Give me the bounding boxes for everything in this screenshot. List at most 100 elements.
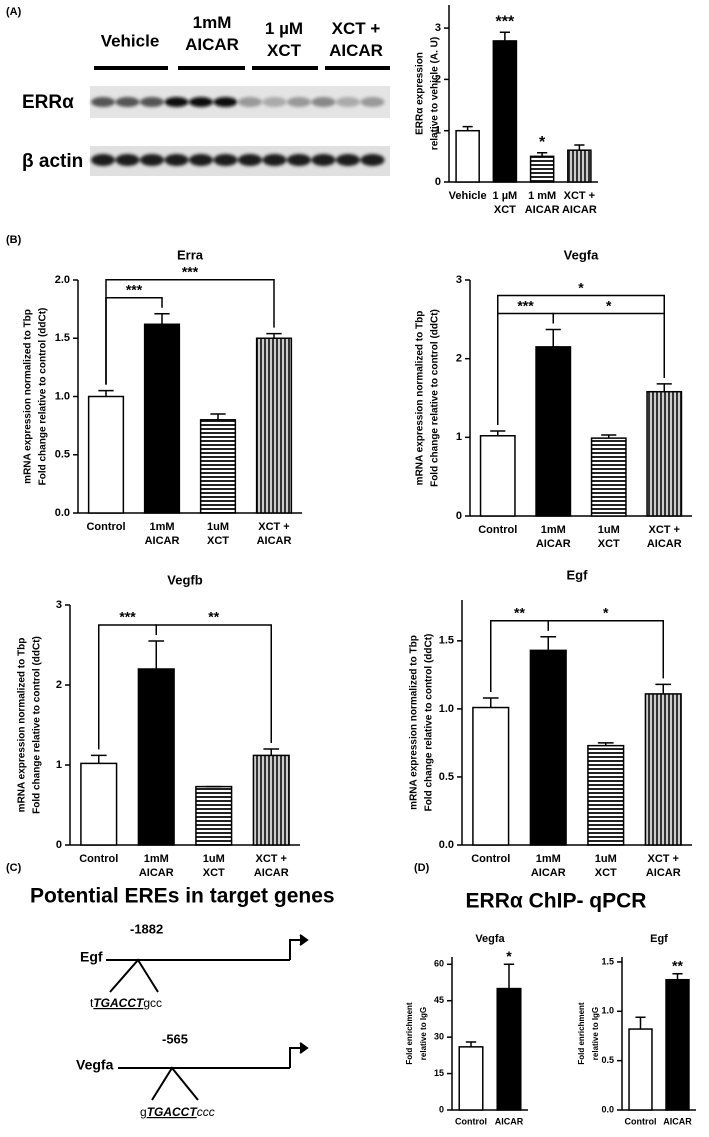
- bar: [255, 337, 293, 514]
- y-tick-label: 1.5: [601, 956, 614, 966]
- x-tick-label: AICAR: [663, 1116, 692, 1126]
- y-tick-label: 1: [56, 759, 62, 771]
- blot-band: [115, 97, 140, 107]
- bar: [644, 693, 682, 846]
- error-bar: [574, 144, 585, 151]
- bar: [628, 1028, 653, 1111]
- y-axis-label: mRNA expression normalized to Tbp: [23, 309, 34, 484]
- blot-band: [262, 97, 287, 107]
- bar: [587, 744, 625, 846]
- y-tick-label: 0.0: [439, 839, 454, 851]
- y-tick-label: 1: [435, 125, 441, 137]
- error-bar: [655, 683, 672, 694]
- blot-band: [287, 154, 311, 166]
- y-tick-label: 0.0: [55, 507, 70, 519]
- bracket: [155, 624, 272, 743]
- error-bar: [672, 973, 683, 980]
- x-tick-label: 1uM XCT: [598, 524, 620, 550]
- gene-name: Vegfa: [76, 1057, 114, 1073]
- bar: [143, 323, 181, 514]
- significance: **: [208, 609, 219, 625]
- blot-band: [91, 97, 115, 107]
- error-bar: [499, 31, 510, 41]
- y-tick-label: 1.5: [439, 635, 454, 647]
- y-tick-label: 45: [434, 995, 444, 1005]
- bar: [567, 149, 592, 183]
- y-tick-label: 0: [435, 176, 441, 188]
- blot-band: [164, 154, 189, 166]
- x-tick-label: Control: [455, 1116, 487, 1126]
- significance: **: [672, 957, 683, 973]
- chip-title: ERRα ChIP- qPCR: [466, 890, 647, 913]
- error-bar: [656, 383, 672, 392]
- bar: [458, 1046, 484, 1111]
- error-bar: [465, 1041, 477, 1047]
- y-axis-label: Fold enrichment: [577, 1002, 586, 1065]
- blot-band: [91, 154, 115, 166]
- y-tick-label: 1.0: [55, 390, 70, 402]
- x-tick-label: XCT + AICAR: [254, 853, 289, 879]
- ere-sequence: tTGACCTgcc: [90, 996, 162, 1010]
- blot-band: [115, 154, 140, 166]
- error-bar: [490, 430, 506, 436]
- x-tick-label: 1uM XCT: [203, 853, 225, 879]
- y-axis-label: Fold change relative to control (ddCt): [430, 309, 441, 487]
- y-axis-label: mRNA expression normalized to Tbp: [17, 638, 28, 813]
- error-bar: [545, 328, 561, 347]
- y-tick-label: 1: [456, 431, 462, 443]
- error-bar: [210, 413, 226, 420]
- x-tick-label: 1 µM XCT: [493, 190, 518, 216]
- x-tick-label: Control: [478, 524, 517, 536]
- chart-title: Vegfa: [475, 933, 505, 945]
- panel-label: (D): [414, 862, 430, 874]
- x-tick-label: XCT + AICAR: [646, 853, 681, 879]
- bar: [80, 762, 118, 846]
- error-bar: [482, 697, 499, 708]
- bracket: [105, 279, 275, 385]
- bar: [472, 706, 510, 846]
- error-bar: [540, 636, 557, 651]
- diagram-title: Potential EREs in target genes: [30, 885, 335, 908]
- blot-band: [213, 97, 238, 107]
- bar: [199, 419, 237, 514]
- error-bar: [263, 748, 280, 756]
- y-tick-label: 0: [456, 510, 462, 522]
- significance: **: [514, 604, 525, 620]
- significance: ***: [517, 297, 534, 313]
- error-bar: [635, 1016, 646, 1030]
- error-bar: [154, 313, 170, 325]
- error-bar: [148, 640, 165, 669]
- blot-band: [360, 154, 385, 166]
- chart-title: Egf: [567, 567, 589, 582]
- x-tick-label: 1mM AICAR: [536, 524, 571, 550]
- error-bar: [90, 754, 107, 764]
- seq-part: ccc: [197, 1105, 215, 1119]
- lane-label: 1mM AICAR: [185, 13, 239, 54]
- lane-label: Vehicle: [101, 31, 160, 50]
- blot-band: [189, 154, 213, 166]
- chart-title: Vegfb: [167, 572, 202, 587]
- error-bar: [266, 332, 282, 339]
- x-tick-label: 1mM AICAR: [139, 853, 174, 879]
- blot-band: [311, 97, 336, 107]
- bar: [492, 40, 518, 183]
- panel-label: (B): [6, 234, 22, 246]
- significance: ***: [126, 281, 143, 297]
- bar: [455, 129, 480, 183]
- y-axis-label: ERRα expression: [415, 52, 426, 135]
- bar: [646, 390, 683, 517]
- y-tick-label: 1.5: [55, 332, 70, 344]
- bracket: [547, 620, 664, 679]
- bar: [87, 395, 125, 514]
- blot-band: [164, 97, 189, 107]
- blot-band: [213, 154, 238, 166]
- x-tick-label: Vehicle: [449, 190, 487, 202]
- seq-motif: TGACCT: [93, 996, 145, 1010]
- blot-bands: [91, 97, 385, 166]
- x-tick-label: Control: [471, 853, 510, 865]
- y-axis-label: relative to IgG: [591, 1007, 600, 1060]
- y-tick-label: 0: [56, 839, 62, 851]
- gene-name: Egf: [80, 949, 103, 965]
- chart-title: Erra: [177, 247, 204, 262]
- y-tick-label: 2: [56, 679, 62, 691]
